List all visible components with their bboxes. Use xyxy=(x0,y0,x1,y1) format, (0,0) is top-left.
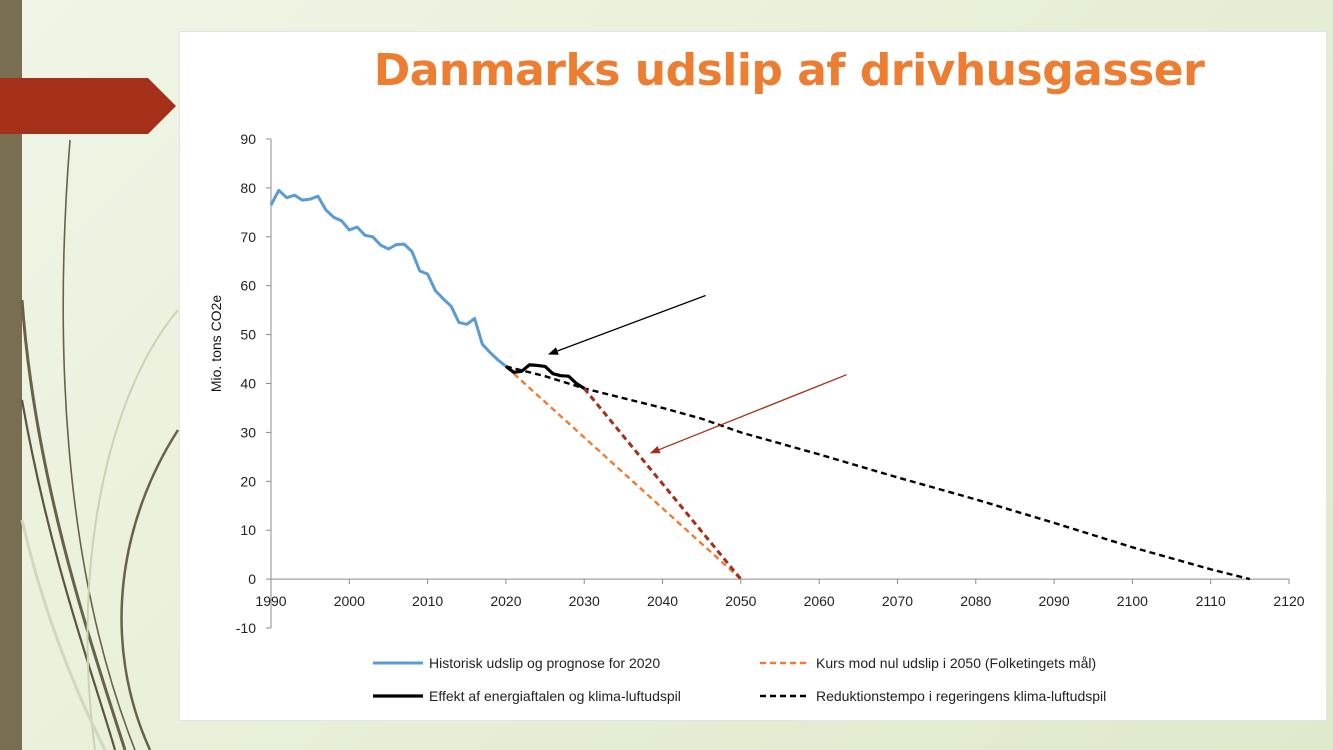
legend-label: Historisk udslip og prognose for 2020 xyxy=(429,655,660,671)
x-tick-label: 2030 xyxy=(569,593,600,609)
y-tick-label: 80 xyxy=(240,180,256,196)
x-tick-label: 1990 xyxy=(255,593,286,609)
series-line-0 xyxy=(269,188,507,368)
x-tick-label: 2070 xyxy=(882,593,913,609)
x-tick-label: 2090 xyxy=(1038,593,1069,609)
x-tick-label: 2100 xyxy=(1117,593,1148,609)
x-tick-label: 2040 xyxy=(647,593,678,609)
red-arrow-tab xyxy=(0,78,176,134)
y-tick-label: 0 xyxy=(248,571,256,587)
annotation-arrow xyxy=(548,294,706,355)
y-tick-label: 10 xyxy=(240,522,256,538)
y-tick-label: 20 xyxy=(240,473,256,489)
y-tick-label: -10 xyxy=(236,620,256,636)
x-tick-label: 2050 xyxy=(725,593,756,609)
y-axis-label: Mio. tons CO2e xyxy=(208,295,224,392)
x-tick-label: 2110 xyxy=(1196,593,1226,609)
series-line-1 xyxy=(512,372,742,580)
x-tick-label: 2010 xyxy=(412,593,443,609)
x-tick-label: 2080 xyxy=(960,593,991,609)
y-tick-label: 70 xyxy=(240,229,256,245)
annotation-arrow xyxy=(649,374,847,454)
y-tick-label: 40 xyxy=(240,376,256,392)
chart-title: Danmarks udslip af drivhusgasser xyxy=(373,45,1205,96)
x-tick-label: 2060 xyxy=(804,593,835,609)
decorative-swooshes xyxy=(20,139,180,750)
x-tick-label: 2000 xyxy=(334,593,365,609)
y-tick-label: 50 xyxy=(240,327,256,343)
y-tick-label: 90 xyxy=(240,131,256,147)
x-tick-label: 2020 xyxy=(490,593,521,609)
series-line-2 xyxy=(504,363,586,390)
y-tick-label: 60 xyxy=(240,278,256,294)
series-line-4 xyxy=(583,387,742,581)
legend-label: Kurs mod nul udslip i 2050 (Folketingets… xyxy=(816,655,1096,671)
left-accent-bar xyxy=(0,0,22,750)
series-line-3 xyxy=(505,365,1251,581)
chart-panel: Danmarks udslip af drivhusgasser 90 80 70 6… xyxy=(179,31,1327,721)
y-tick-label: 30 xyxy=(240,424,256,440)
legend-label: Reduktionstempo i regeringens klima-luft… xyxy=(816,688,1106,704)
legend-label: Effekt af energiaftalen og klima-luftuds… xyxy=(429,688,681,704)
x-tick-label: 2120 xyxy=(1273,593,1304,609)
